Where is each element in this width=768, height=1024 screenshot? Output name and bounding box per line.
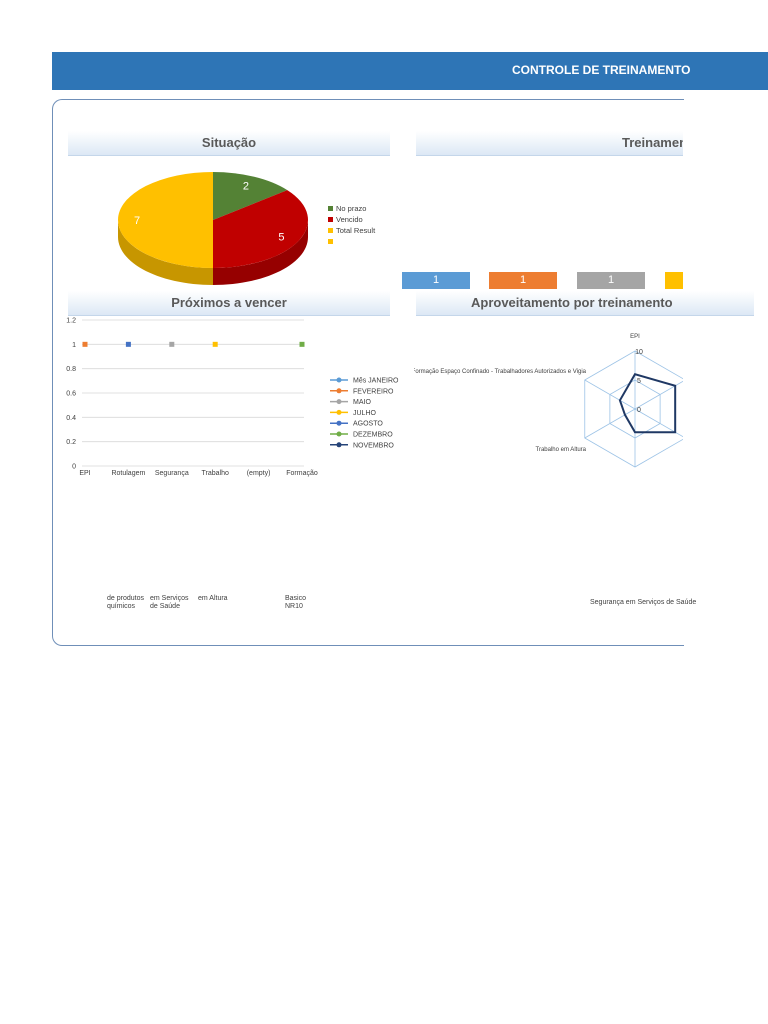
y-tick-label: 0.6 xyxy=(66,391,76,398)
treinamento-box-label: 1 xyxy=(607,274,615,286)
line-point xyxy=(169,341,175,347)
legend-marker xyxy=(336,431,342,437)
legend-marker xyxy=(336,409,342,415)
radar-series-line xyxy=(618,373,677,434)
header-bar: CONTROLE DE TREINAMENTO xyxy=(52,52,768,90)
pie-legend-label: No prazo xyxy=(336,204,366,213)
radar-spoke xyxy=(584,408,636,439)
pie-legend-marker xyxy=(328,239,333,244)
x-tick-label: Rotulagem xyxy=(111,470,145,477)
line-point xyxy=(299,341,305,347)
pie-legend-marker xyxy=(328,217,333,222)
category-label-tail: em Altura xyxy=(198,595,228,602)
radar-chart: 0 5 10 EPI Formação Espaço Confinado - Traba… xyxy=(414,334,683,468)
pie-data-label: 2 xyxy=(243,180,249,192)
legend-label: FEVEREIRO xyxy=(353,388,394,395)
card-title-situacao: Situação xyxy=(68,131,390,156)
legend-label: AGOSTO xyxy=(353,421,383,428)
y-tick-label: 0 xyxy=(72,464,76,471)
radar-tick-label: 10 xyxy=(635,349,643,356)
x-tick-label: Trabalho xyxy=(202,470,229,477)
pie-data-label: 7 xyxy=(134,215,140,227)
pie-data-label: 5 xyxy=(278,232,284,244)
page-title: CONTROLE DE TREINAMENTO xyxy=(512,63,691,77)
legend-label: DEZEMBRO xyxy=(353,432,393,439)
treinamento-box-4 xyxy=(665,272,683,289)
pie-legend-label: Total Result xyxy=(336,226,376,235)
radar-axis-label: EPI xyxy=(630,334,640,340)
legend-marker xyxy=(336,377,342,383)
blank-area xyxy=(53,478,683,593)
legend-label: JULHO xyxy=(353,410,377,417)
treinamento-box-2: 1 xyxy=(489,272,557,289)
x-tick-label: (empty) xyxy=(247,470,271,477)
treinamento-box-1: 1 xyxy=(402,272,470,289)
y-tick-label: 1.2 xyxy=(66,318,76,325)
radar-axis-label: Formação Espaço Confinado - Trabalhadore… xyxy=(414,369,587,375)
legend-label: MAIO xyxy=(353,399,371,406)
pie-legend-label: Vencido xyxy=(336,215,363,224)
y-tick-label: 1 xyxy=(72,342,76,349)
treinamento-box-3: 1 xyxy=(577,272,645,289)
pie-slice-side xyxy=(213,220,308,285)
legend-marker xyxy=(336,388,342,394)
pie-chart: 2 5 7 No prazo Vencido Total Result xyxy=(118,172,376,285)
pie-legend-marker xyxy=(328,206,333,211)
legend-label: Mês JANEIRO xyxy=(353,378,399,385)
x-tick-label: EPI xyxy=(79,470,90,477)
legend-marker xyxy=(336,442,342,448)
pie-legend-marker xyxy=(328,228,333,233)
category-label-tail: Basico NR10 xyxy=(285,595,307,610)
radar-tick-label: 0 xyxy=(637,407,641,414)
radar-grid xyxy=(584,350,683,468)
category-label-tail: de produtos químicos xyxy=(107,595,144,610)
x-tick-label: Formação xyxy=(286,470,318,477)
pie-slice-side xyxy=(118,220,213,285)
legend-label: NOVEMBRO xyxy=(353,442,394,449)
legend-marker xyxy=(336,420,342,426)
radar-spoke xyxy=(584,379,636,410)
line-chart: 0 0.2 0.4 0.6 0.8 1 1.2 EPI Rotulagem Segurança Tr… xyxy=(66,318,399,478)
radar-axis-label: Segurança em Serviços de Saúde xyxy=(590,599,697,606)
treinamento-box-label: 1 xyxy=(432,274,440,286)
pie-slice xyxy=(213,190,308,268)
category-label-tail: em Serviços de Saúde xyxy=(150,595,189,610)
legend-marker xyxy=(336,399,342,405)
radar-axis-label: Trabalho em Altura xyxy=(536,447,587,453)
line-point xyxy=(125,341,131,347)
card-title-treinamentos: Treinamentos xyxy=(416,131,683,156)
treinamento-box-label: 1 xyxy=(519,274,527,286)
line-point xyxy=(82,341,88,347)
y-tick-label: 0.8 xyxy=(66,366,76,373)
card-title-proximos: Próximos a vencer xyxy=(68,291,390,316)
radar-tick-label: 5 xyxy=(637,378,641,385)
pie-slice xyxy=(118,172,213,268)
y-tick-label: 0.2 xyxy=(66,439,76,446)
line-point xyxy=(212,341,218,347)
radar-spoke xyxy=(634,408,683,438)
y-tick-label: 0.4 xyxy=(66,415,76,422)
radar-spoke xyxy=(634,380,683,410)
card-title-aproveitamento: Aproveitamento por treinamento xyxy=(416,291,754,316)
pie-slice xyxy=(213,172,288,220)
x-tick-label: Segurança xyxy=(155,470,189,477)
